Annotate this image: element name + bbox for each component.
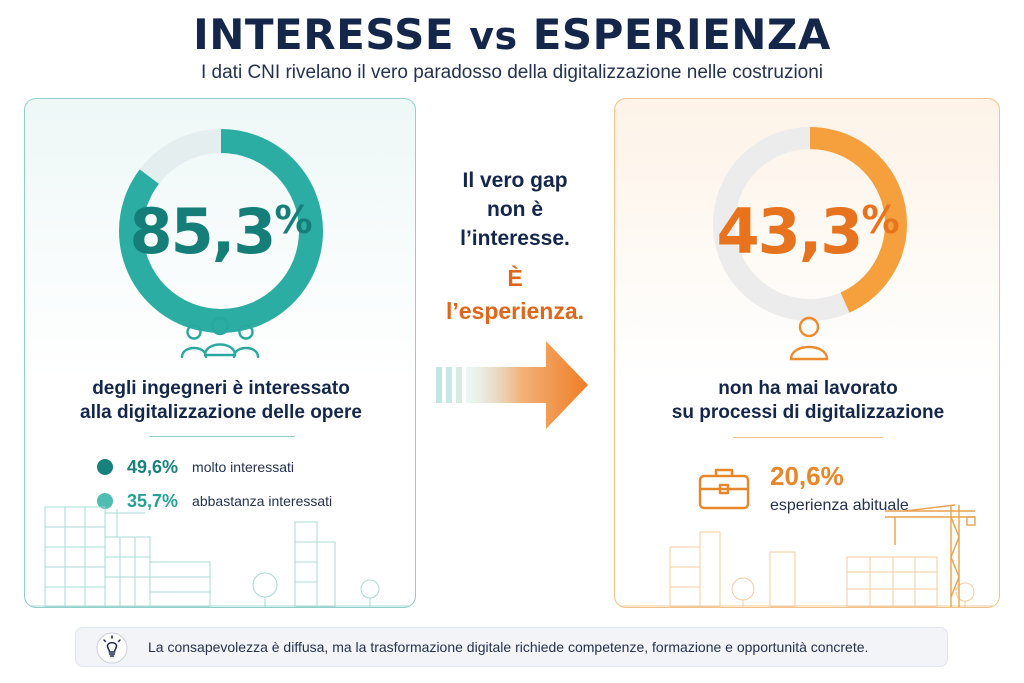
experience-card: 43,3% non ha mai lavorato su processi di… xyxy=(614,98,1000,608)
gap-line2: non è xyxy=(487,198,543,221)
interest-percentage-sign: % xyxy=(274,198,313,242)
gap-emphasis-line2: l’esperienza. xyxy=(445,298,585,324)
construction-illustration xyxy=(615,504,999,607)
interest-description-line1: degli ingegneri è interessato xyxy=(92,378,350,399)
experience-donut-arc xyxy=(713,127,907,321)
interest-percentage: 85,3% xyxy=(25,195,415,268)
stat-label: molto interessati xyxy=(192,459,294,475)
interest-description: degli ingegneri è interessato alla digit… xyxy=(25,377,415,425)
gap-emphasis: È l’esperienza. xyxy=(420,262,610,328)
experience-habitual-label: esperienza abituale xyxy=(770,497,909,514)
stat-label: abbastanza interessati xyxy=(192,493,333,509)
experience-description-line2: su processi di digitalizzazione xyxy=(671,402,945,423)
page-title: INTERESSE vs ESPERIENZA xyxy=(0,10,1024,59)
people-group-icon xyxy=(180,316,260,359)
city-illustration xyxy=(25,506,415,607)
interest-donut-arc xyxy=(119,129,323,333)
briefcase-icon xyxy=(698,468,750,510)
experience-description: non ha mai lavorato su processi di digit… xyxy=(615,377,999,425)
gap-emphasis-line1: È xyxy=(507,265,523,291)
title-interesse: INTERESSE xyxy=(193,10,455,59)
footer-text: La consapevolezza è diffusa, ma la trasf… xyxy=(148,639,869,655)
stat-row-abbastanza: 35,7% abbastanza interessati xyxy=(97,489,332,513)
experience-description-line1: non ha mai lavorato xyxy=(718,378,898,399)
interest-percentage-number: 85,3 xyxy=(129,195,276,268)
arrow-right-icon xyxy=(436,341,588,429)
lightbulb-icon xyxy=(96,632,128,664)
legend-dot xyxy=(97,459,113,475)
legend-dot xyxy=(97,493,113,509)
stat-value: 49,6% xyxy=(127,456,179,477)
interest-donut-chart xyxy=(119,129,323,333)
experience-habitual-value: 20,6% xyxy=(770,461,844,491)
experience-percentage-number: 43,3 xyxy=(716,195,863,268)
title-vs: vs xyxy=(469,14,518,58)
interest-description-line2: alla digitalizzazione delle opere xyxy=(80,402,362,423)
gap-message: Il vero gap non è l’interesse. xyxy=(420,166,610,253)
divider xyxy=(149,436,295,437)
gap-line3: l’interesse. xyxy=(460,227,570,250)
person-icon xyxy=(789,316,829,361)
experience-percentage: 43,3% xyxy=(615,195,999,268)
footer-note: La consapevolezza è diffusa, ma la trasf… xyxy=(75,627,948,667)
interest-card: 85,3% degli ingegneri è interessato alla… xyxy=(24,98,416,608)
page-subtitle: I dati CNI rivelano il vero paradosso de… xyxy=(200,62,824,83)
title-esperienza: ESPERIENZA xyxy=(532,10,831,59)
stat-value: 35,7% xyxy=(127,490,179,511)
gap-line1: Il vero gap xyxy=(462,169,568,192)
experience-donut-chart xyxy=(713,127,907,321)
experience-percentage-sign: % xyxy=(861,198,900,242)
divider xyxy=(733,437,883,438)
stat-row-molto: 49,6% molto interessati xyxy=(97,455,294,479)
